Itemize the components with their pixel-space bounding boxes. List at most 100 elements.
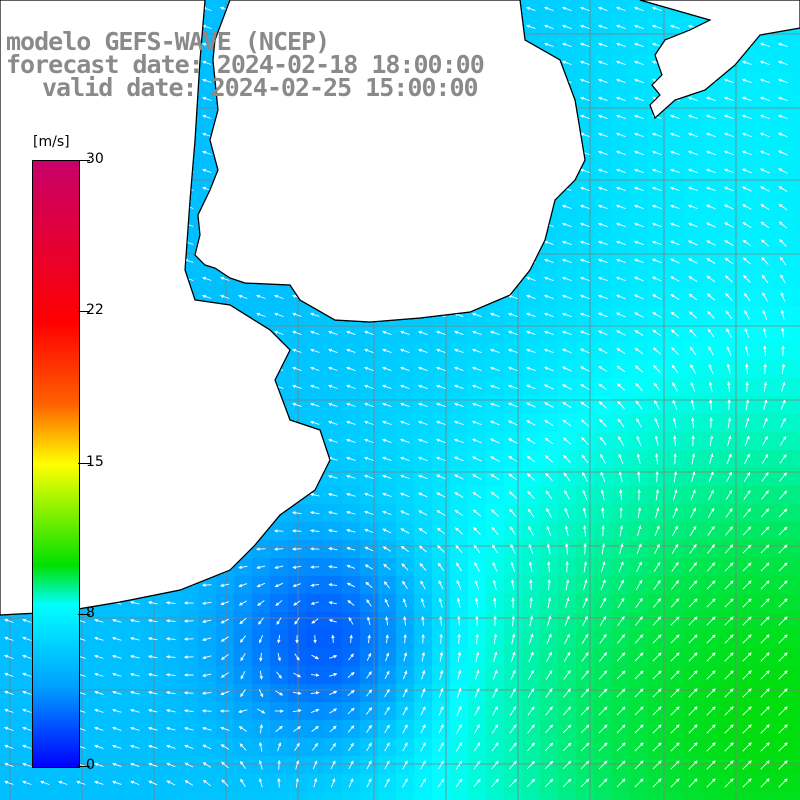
speed-cell [792, 378, 800, 397]
speed-cell [666, 792, 685, 800]
speed-cell [792, 432, 800, 451]
speed-cell [738, 792, 757, 800]
speed-cell [792, 180, 800, 199]
speed-cell [792, 540, 800, 559]
speed-cell [792, 468, 800, 487]
speed-cell [180, 792, 199, 800]
speed-cell [792, 198, 800, 217]
speed-cell [378, 792, 397, 800]
speed-cell [792, 774, 800, 793]
speed-cell [792, 738, 800, 757]
speed-cell [792, 702, 800, 721]
speed-cell [576, 792, 595, 800]
speed-cell [324, 792, 343, 800]
speed-cell [72, 792, 91, 800]
speed-cell [54, 792, 73, 800]
speed-cell [108, 792, 127, 800]
speed-cell [234, 792, 253, 800]
speed-cell [306, 792, 325, 800]
speed-cell [702, 792, 721, 800]
speed-cell [792, 216, 800, 235]
speed-cell [792, 108, 800, 127]
speed-cell [486, 792, 505, 800]
colorbar-tick-22: 22 [86, 302, 104, 318]
speed-cell [792, 522, 800, 541]
speed-cell [792, 666, 800, 685]
speed-cell [792, 396, 800, 415]
speed-cell [792, 576, 800, 595]
colorbar-tick-30: 30 [86, 151, 104, 167]
speed-cell [792, 90, 800, 109]
valid-date: valid date: 2024-02-25 15:00:00 [42, 73, 479, 102]
speed-cell [504, 792, 523, 800]
speed-cell [792, 414, 800, 433]
speed-cell [792, 504, 800, 523]
speed-cell [612, 792, 631, 800]
speed-cell [90, 792, 109, 800]
speed-cell [432, 792, 451, 800]
speed-cell [792, 72, 800, 91]
speed-cell [792, 54, 800, 73]
wind-arrow [439, 633, 443, 644]
speed-cell [792, 306, 800, 325]
speed-cell [756, 792, 775, 800]
speed-cell [270, 792, 289, 800]
speed-cell [792, 684, 800, 703]
speed-cell [216, 792, 235, 800]
wind-arrow [421, 633, 425, 644]
wind-arrow [201, 583, 212, 587]
wind-arrow [183, 691, 194, 695]
speed-cell [468, 792, 487, 800]
colorbar-tick-0: 0 [86, 757, 95, 773]
speed-cell [36, 792, 55, 800]
speed-cell [792, 648, 800, 667]
wind-arrow [457, 633, 461, 644]
speed-cell [18, 792, 37, 800]
wind-arrow [565, 561, 569, 573]
speed-cell [792, 450, 800, 469]
wind-arrow [277, 759, 281, 770]
speed-cell [342, 792, 361, 800]
speed-cell [792, 792, 800, 800]
speed-cell [252, 792, 271, 800]
speed-cell [792, 594, 800, 613]
wind-arrow [291, 529, 302, 533]
speed-cell [144, 792, 163, 800]
speed-cell [162, 792, 181, 800]
speed-cell [792, 252, 800, 271]
speed-cell [126, 792, 145, 800]
speed-cell [792, 630, 800, 649]
speed-cell [360, 792, 379, 800]
speed-cell [450, 792, 469, 800]
speed-cell [792, 756, 800, 775]
speed-cell [630, 792, 649, 800]
wind-arrow [529, 579, 533, 591]
speed-cell [198, 792, 217, 800]
speed-cell [540, 792, 559, 800]
speed-cell [0, 792, 19, 800]
speed-cell [792, 486, 800, 505]
speed-cell [522, 792, 541, 800]
colorbar-tick-15: 15 [86, 454, 104, 470]
speed-cell [792, 270, 800, 289]
speed-cell [792, 288, 800, 307]
speed-cell [684, 792, 703, 800]
speed-cell [792, 144, 800, 163]
speed-cell [792, 162, 800, 181]
colorbar [32, 160, 80, 768]
colorbar-unit-label: [m/s] [33, 134, 70, 150]
speed-cell [792, 720, 800, 739]
speed-cell [792, 558, 800, 577]
speed-cell [414, 792, 433, 800]
speed-cell [792, 36, 800, 55]
speed-cell [558, 792, 577, 800]
speed-cell [792, 324, 800, 343]
colorbar-tick-8: 8 [86, 605, 95, 621]
speed-cell [288, 792, 307, 800]
speed-cell [774, 792, 793, 800]
speed-cell [792, 342, 800, 361]
speed-cell [396, 792, 415, 800]
speed-cell [594, 792, 613, 800]
